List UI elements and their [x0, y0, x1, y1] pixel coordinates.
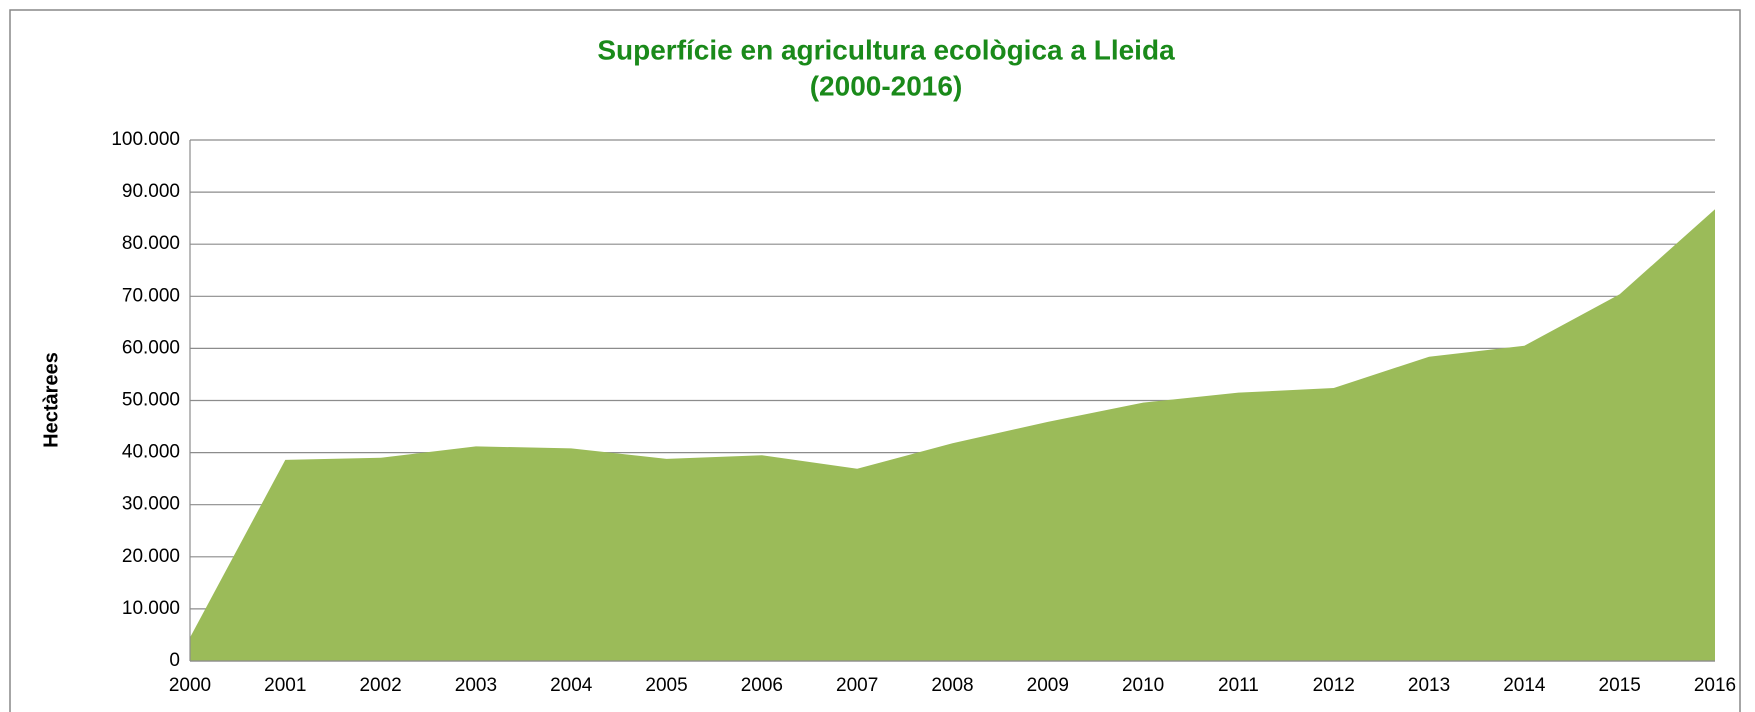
x-tick-label: 2016: [1694, 675, 1736, 696]
x-tick-label: 2009: [1027, 675, 1069, 696]
x-tick-label: 2011: [1218, 675, 1259, 696]
y-tick-label: 60.000: [122, 337, 180, 358]
x-tick-label: 2007: [836, 675, 878, 696]
x-tick-label: 2013: [1408, 675, 1450, 696]
x-tick-label: 2000: [169, 675, 211, 696]
chart-title: Superfície en agricultura ecològica a Ll…: [597, 34, 1175, 65]
chart-subtitle: (2000-2016): [810, 70, 963, 101]
y-tick-label: 30.000: [122, 494, 180, 515]
x-tick-label: 2015: [1599, 675, 1641, 696]
y-tick-label: 90.000: [122, 181, 180, 202]
x-tick-label: 2003: [455, 675, 497, 696]
x-tick-label: 2008: [931, 675, 973, 696]
x-tick-label: 2005: [645, 675, 687, 696]
x-tick-label: 2006: [741, 675, 783, 696]
area: [190, 209, 1715, 661]
y-tick-label: 80.000: [122, 233, 180, 254]
y-tick-label: 20.000: [122, 546, 180, 567]
x-tick-label: 2014: [1503, 675, 1546, 696]
y-tick-label: 0: [169, 650, 180, 671]
y-tick-label: 40.000: [122, 442, 180, 463]
y-tick-label: 10.000: [122, 598, 180, 619]
x-tick-label: 2002: [359, 675, 401, 696]
y-tick-label: 70.000: [122, 285, 180, 306]
y-tick-label: 50.000: [122, 390, 180, 411]
x-tick-label: 2004: [550, 675, 593, 696]
x-tick-label: 2010: [1122, 675, 1164, 696]
y-axis-label: Hectàrees: [40, 352, 62, 448]
y-tick-label: 100.000: [111, 129, 180, 150]
x-tick-label: 2001: [264, 675, 306, 696]
x-tick-label: 2012: [1313, 675, 1355, 696]
